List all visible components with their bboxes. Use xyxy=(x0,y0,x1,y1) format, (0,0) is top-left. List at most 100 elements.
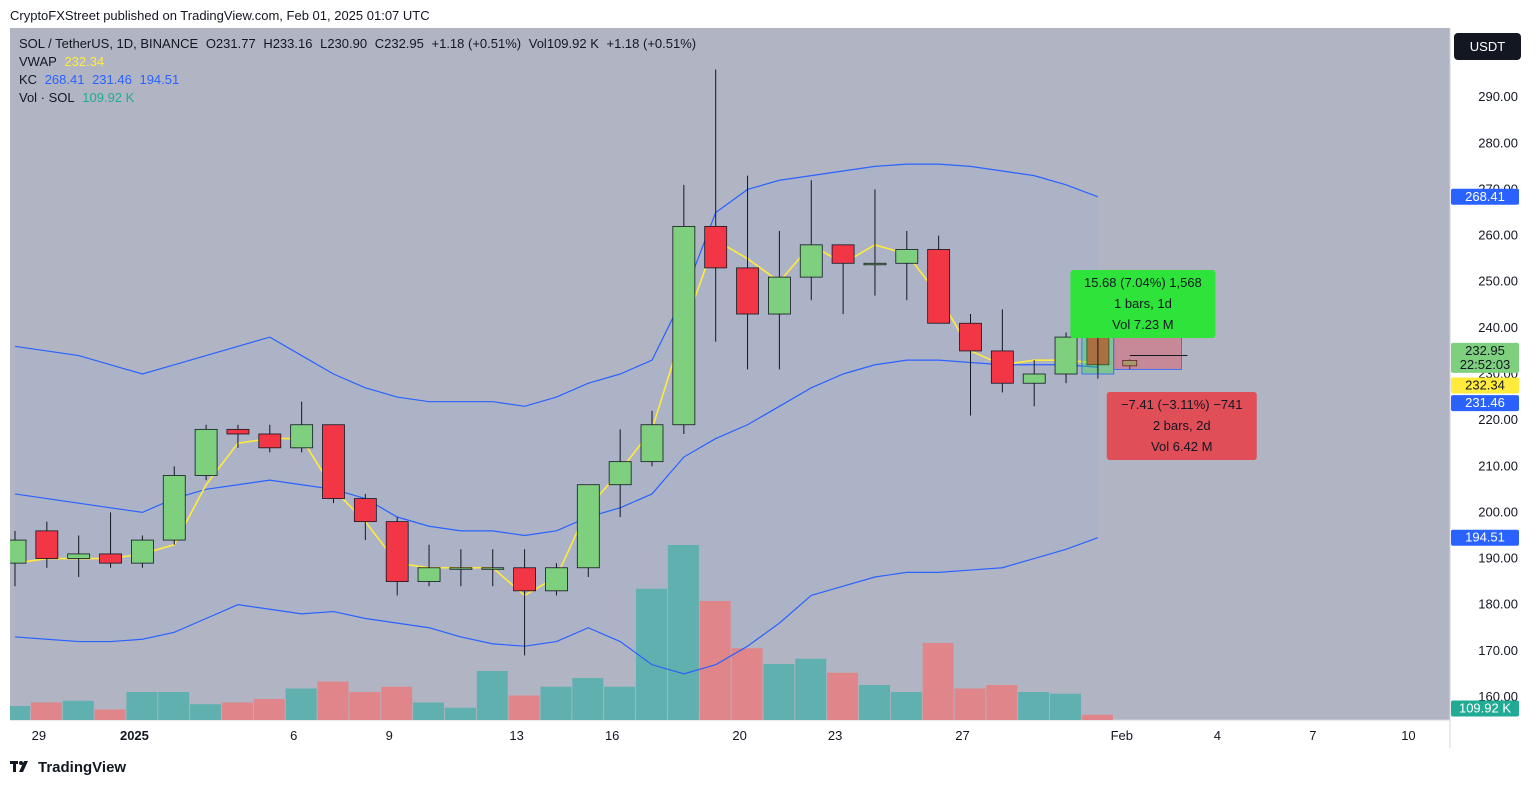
volume-legend[interactable]: Vol · SOL 109.92 K xyxy=(19,90,138,105)
candle-body xyxy=(1122,359,1138,367)
candle-body xyxy=(704,225,728,269)
chart-frame[interactable]: 15.68 (7.04%) 1,568 1 bars, 1d Vol 7.23 M −… xyxy=(0,28,1526,748)
volume-bar xyxy=(731,648,763,720)
y-tick-label: 200.00 xyxy=(1478,504,1518,519)
vwap-legend[interactable]: VWAP 232.34 xyxy=(19,54,108,69)
candle-body xyxy=(258,433,282,449)
volume-price-label-bg xyxy=(1451,700,1519,717)
volume-bar xyxy=(699,601,731,720)
volume-bar xyxy=(986,685,1018,720)
volume-bar xyxy=(572,678,604,720)
volume-bar xyxy=(444,707,476,720)
price-chart[interactable]: 15.68 (7.04%) 1,568 1 bars, 1d Vol 7.23 M −… xyxy=(0,28,1526,748)
candle-body xyxy=(290,424,314,449)
y-tick-label: 160.00 xyxy=(1478,689,1518,704)
currency-button[interactable]: USDT xyxy=(1454,33,1521,60)
x-tick-label: 29 xyxy=(32,728,46,743)
last-price-label-countdown: 22:52:03 xyxy=(1460,357,1511,372)
volume-bar xyxy=(604,686,636,720)
kc-legend-mid: 231.46 xyxy=(92,72,132,87)
tradingview-logo-icon xyxy=(10,760,32,776)
candle-body xyxy=(545,567,568,592)
kc-legend-label: KC xyxy=(19,72,38,87)
vwap-legend-value: 232.34 xyxy=(64,54,105,69)
y-tick-label: 220.00 xyxy=(1478,412,1518,427)
candle-body xyxy=(226,428,250,435)
x-tick-label: 10 xyxy=(1401,728,1415,743)
kc-lower-line xyxy=(14,537,1099,675)
legend-change-2: +1.18 (+0.51%) xyxy=(606,36,697,51)
candle-body xyxy=(863,262,887,266)
legend-change: +1.18 (+0.51%) xyxy=(431,36,522,51)
candle-body xyxy=(736,267,759,315)
candle-body xyxy=(322,424,345,499)
volume-bar xyxy=(381,686,413,720)
measure-up-change: 15.68 (7.04%) 1,568 xyxy=(1084,275,1202,290)
tradingview-footer[interactable]: TradingView xyxy=(10,759,126,776)
symbol-legend[interactable]: SOL / TetherUS, 1D, BINANCE O231.77 H233… xyxy=(19,36,700,51)
candle-body xyxy=(131,539,154,564)
candle-body xyxy=(35,530,59,559)
volume-bar xyxy=(1018,692,1050,720)
kc-lower-price-label-bg xyxy=(1451,529,1519,546)
volume-bar xyxy=(30,702,62,720)
y-tick-label: 210.00 xyxy=(1478,458,1518,473)
kc-legend-lower: 194.51 xyxy=(139,72,180,87)
x-tick-label: 4 xyxy=(1214,728,1221,743)
measure-down-box xyxy=(1113,332,1182,370)
y-tick-label: 170.00 xyxy=(1478,643,1518,658)
legend-high: H233.16 xyxy=(263,36,313,51)
vwap-legend-label: VWAP xyxy=(19,54,57,69)
measure-down-change: −7.41 (−3.11%) −741 xyxy=(1121,397,1243,412)
candle-body xyxy=(576,484,600,569)
vwap-price-label-bg xyxy=(1451,377,1519,394)
kc-mid-price-label-bg xyxy=(1451,395,1519,412)
candle-body xyxy=(481,567,505,570)
volume-bar xyxy=(190,704,222,720)
volume-bar xyxy=(158,692,190,720)
volume-legend-value: 109.92 K xyxy=(82,90,135,105)
candle-body xyxy=(385,521,409,583)
x-tick-label: 2025 xyxy=(120,728,149,743)
x-tick-label: 13 xyxy=(509,728,523,743)
candle-body xyxy=(831,244,855,264)
candle-body xyxy=(672,225,696,426)
candle-body xyxy=(959,322,982,352)
legend-symbol: SOL / TetherUS, 1D, BINANCE xyxy=(19,36,199,51)
kc-lower-price-label: 194.51 xyxy=(1465,530,1505,545)
volume-bar xyxy=(62,700,94,720)
kc-legend-upper: 268.41 xyxy=(44,72,85,87)
volume-bar xyxy=(285,688,317,720)
candle-body xyxy=(67,553,91,559)
kc-legend[interactable]: KC 268.41 231.46 194.51 xyxy=(19,72,183,87)
legend-volume: Vol109.92 K xyxy=(528,36,599,51)
candle-body xyxy=(417,567,441,583)
candle-body xyxy=(353,498,377,523)
measure-down-volume: Vol 6.42 M xyxy=(1151,439,1212,454)
legend-close: C232.95 xyxy=(374,36,424,51)
x-tick-label: 23 xyxy=(828,728,842,743)
kc-mid-price-label: 231.46 xyxy=(1465,395,1505,410)
candle-body xyxy=(449,567,473,570)
candle-body xyxy=(799,244,823,278)
x-tick-label: 20 xyxy=(732,728,746,743)
volume-bar xyxy=(827,672,859,720)
x-tick-label: Feb xyxy=(1111,728,1133,743)
volume-bar xyxy=(221,702,253,720)
y-tick-label: 190.00 xyxy=(1478,551,1518,566)
volume-bar xyxy=(890,692,922,720)
legend-low: L230.90 xyxy=(320,36,368,51)
tradingview-brand: TradingView xyxy=(38,759,127,776)
measure-up-tooltip xyxy=(1070,270,1216,338)
time-axis[interactable] xyxy=(10,720,1450,748)
measure-down-bars: 2 bars, 2d xyxy=(1153,418,1211,433)
y-tick-label: 280.00 xyxy=(1478,135,1518,150)
last-price-label-bg xyxy=(1451,342,1519,373)
candle-body xyxy=(990,350,1014,384)
candle-body xyxy=(640,424,664,463)
candle-body xyxy=(1054,336,1078,375)
candle-body xyxy=(1022,373,1046,384)
volume-bar xyxy=(508,695,540,720)
y-tick-label: 240.00 xyxy=(1478,320,1518,335)
candle-body xyxy=(194,428,218,476)
